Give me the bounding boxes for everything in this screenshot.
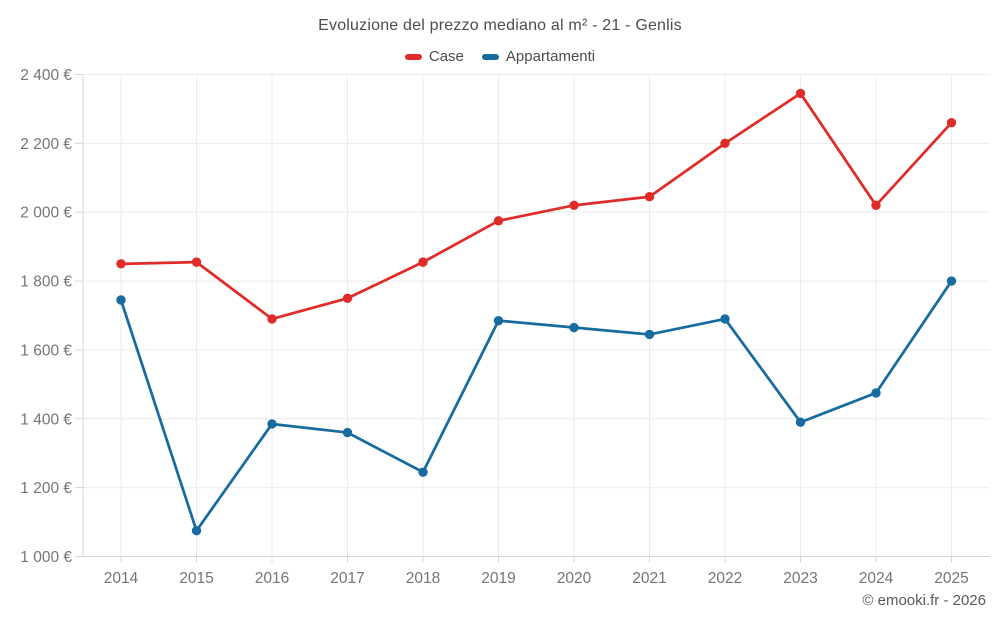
y-axis-label: 1 400 € <box>20 411 72 428</box>
data-point-appartamenti[interactable] <box>795 417 806 427</box>
x-axis-label: 2020 <box>557 570 592 587</box>
y-axis-label: 1 000 € <box>20 549 72 566</box>
data-point-appartamenti[interactable] <box>267 419 277 429</box>
series-line-appartamenti <box>119 279 953 533</box>
legend-item-appartamenti[interactable]: Appartamenti <box>481 48 596 65</box>
y-axis-label: 2 200 € <box>20 136 72 153</box>
data-point-appartamenti[interactable] <box>418 467 428 477</box>
data-point-case[interactable] <box>116 259 126 269</box>
x-axis-label: 2023 <box>783 570 817 587</box>
x-axis-label: 2024 <box>859 570 894 587</box>
y-axis-label: 1 200 € <box>20 480 72 497</box>
chart-legend: Case Appartamenti <box>0 48 1000 65</box>
data-point-appartamenti[interactable] <box>191 525 202 536</box>
data-point-case[interactable] <box>569 200 579 211</box>
data-point-case[interactable] <box>644 192 655 202</box>
x-axis-label: 2017 <box>330 570 364 587</box>
data-point-appartamenti[interactable] <box>871 388 881 398</box>
chart-title: Evoluzione del prezzo mediano al m² - 21… <box>318 17 682 34</box>
data-point-case[interactable] <box>871 200 881 211</box>
data-point-appartamenti[interactable] <box>644 329 655 340</box>
legend-label-case: Case <box>428 48 464 65</box>
x-axis-label: 2016 <box>255 570 289 587</box>
x-axis-label: 2025 <box>934 570 968 587</box>
y-axis-label: 1 600 € <box>20 342 72 359</box>
copyright-watermark: © emooki.fr - 2026 <box>862 592 986 609</box>
x-axis-label: 2014 <box>104 570 139 587</box>
legend-item-case[interactable]: Case <box>404 48 464 65</box>
data-point-case[interactable] <box>795 88 806 99</box>
x-axis-label: 2021 <box>632 570 666 587</box>
data-point-case[interactable] <box>191 257 202 267</box>
data-point-appartamenti[interactable] <box>493 315 504 326</box>
data-point-appartamenti[interactable] <box>946 276 957 286</box>
data-point-appartamenti[interactable] <box>342 427 353 438</box>
data-point-case[interactable] <box>493 216 504 226</box>
data-point-case[interactable] <box>418 257 428 267</box>
legend-label-appartamenti: Appartamenti <box>505 48 596 65</box>
data-point-appartamenti[interactable] <box>569 322 579 333</box>
x-axis-label: 2015 <box>179 570 213 587</box>
data-point-appartamenti[interactable] <box>116 295 126 305</box>
data-point-case[interactable] <box>720 138 730 149</box>
case-series-swatch-icon <box>404 53 422 60</box>
data-point-appartamenti[interactable] <box>720 314 730 324</box>
y-axis-label: 1 800 € <box>20 274 72 291</box>
x-axis-label: 2018 <box>406 570 440 587</box>
y-axis-label: 2 000 € <box>20 205 72 222</box>
data-point-case[interactable] <box>342 293 353 303</box>
appartamenti-series-swatch-icon <box>481 53 499 60</box>
data-point-case[interactable] <box>946 118 957 128</box>
x-axis-label: 2019 <box>481 570 515 587</box>
x-axis-label: 2022 <box>708 570 742 587</box>
y-axis-label: 2 400 € <box>20 67 72 84</box>
series-line-case <box>119 92 953 321</box>
data-point-case[interactable] <box>267 314 277 324</box>
